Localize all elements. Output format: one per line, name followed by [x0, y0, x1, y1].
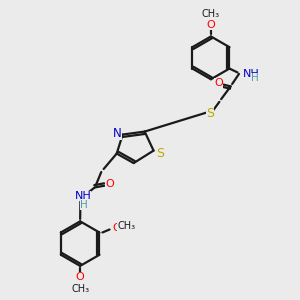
Text: O: O	[112, 223, 121, 233]
Text: H: H	[80, 200, 87, 210]
Text: H: H	[251, 73, 259, 83]
Text: CH₃: CH₃	[202, 9, 220, 19]
Text: NH: NH	[243, 69, 260, 79]
Text: O: O	[105, 179, 114, 189]
Text: NH: NH	[74, 191, 91, 201]
Text: CH₃: CH₃	[71, 284, 89, 293]
Text: S: S	[206, 107, 214, 120]
Text: O: O	[76, 272, 85, 282]
Text: CH₃: CH₃	[117, 221, 135, 231]
Text: O: O	[207, 20, 215, 30]
Text: N: N	[113, 127, 122, 140]
Text: O: O	[214, 78, 223, 88]
Text: S: S	[156, 147, 164, 160]
